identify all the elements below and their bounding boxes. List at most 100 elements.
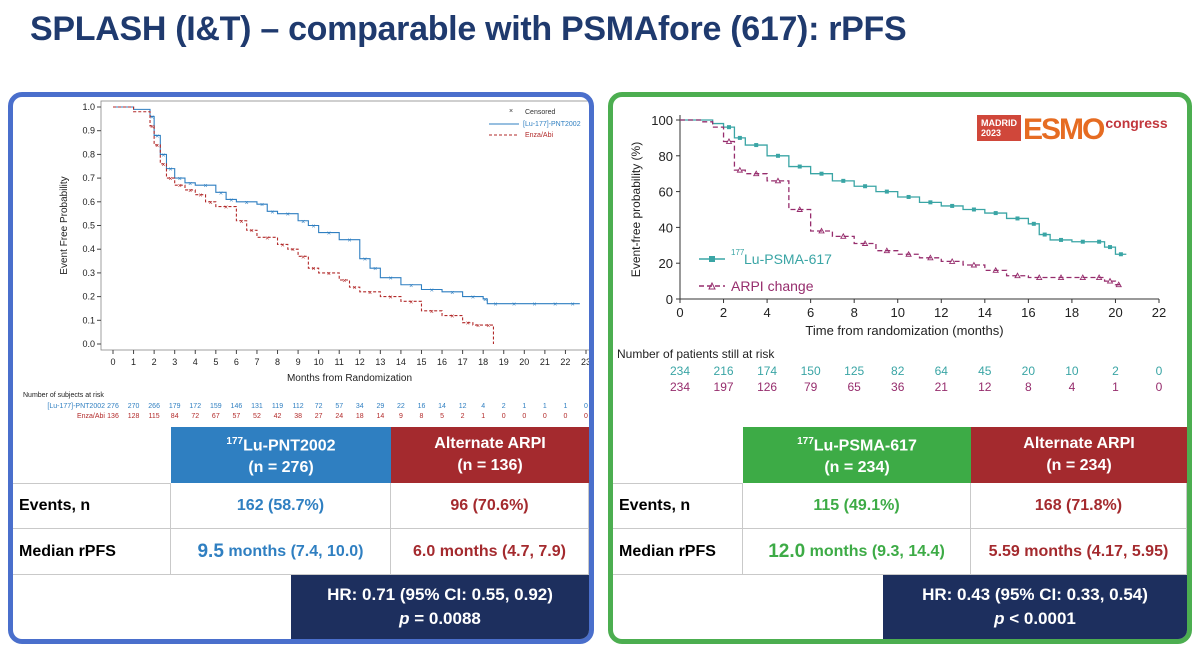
at-risk-value: 197 — [714, 380, 734, 394]
censor-mark — [819, 171, 824, 176]
y-tick-label: 0.1 — [82, 315, 95, 325]
at-risk-value: 0 — [584, 413, 588, 420]
hr-text: HR: 0.43 (95% CI: 0.33, 0.54) — [922, 585, 1148, 604]
censor-mark: × — [571, 302, 575, 309]
p-value: < 0.0001 — [1004, 609, 1076, 628]
censor-mark: × — [178, 176, 182, 183]
x-tick-label: 20 — [1108, 305, 1122, 320]
hr-text: HR: 0.71 (95% CI: 0.55, 0.92) — [327, 585, 553, 604]
censor-mark: × — [188, 188, 192, 195]
censor-mark: × — [486, 323, 490, 330]
at-risk-value: 79 — [804, 380, 818, 394]
x-tick-label: 1 — [131, 357, 136, 367]
p-value: = 0.0088 — [409, 609, 481, 628]
censor-mark: × — [265, 235, 269, 242]
censor-mark — [884, 189, 889, 194]
censor-mark — [1079, 274, 1087, 280]
esmo-word: ESMO — [1023, 113, 1105, 146]
censor-mark — [1042, 232, 1047, 237]
censor-mark — [1108, 245, 1113, 250]
at-risk-value: 10 — [1065, 364, 1079, 378]
censor-mark — [992, 266, 999, 273]
censor-mark: × — [270, 209, 274, 216]
at-risk-value: 57 — [335, 403, 343, 410]
x-tick-label: 10 — [890, 305, 904, 320]
hazard-ratio-box: HR: 0.43 (95% CI: 0.33, 0.54) p < 0.0001 — [883, 575, 1187, 639]
x-tick-label: 6 — [234, 357, 239, 367]
header-lu-psma617: 177Lu-PSMA-617 (n = 234) — [743, 427, 971, 483]
censor-mark: × — [363, 257, 367, 264]
x-tick-label: 5 — [213, 357, 218, 367]
at-risk-value: 72 — [191, 413, 199, 420]
at-risk-value: 9 — [399, 413, 403, 420]
at-risk-value: 112 — [293, 403, 304, 410]
at-risk-value: 0 — [522, 413, 526, 420]
censor-mark — [1080, 239, 1085, 244]
events-lu: 115 (49.1%) — [743, 483, 971, 529]
median-value: 12.0 — [768, 540, 806, 562]
censor-mark: × — [250, 228, 254, 235]
header-sup: 177 — [797, 435, 814, 447]
censor-mark — [725, 138, 733, 144]
at-risk-value: 4 — [481, 403, 485, 410]
censor-mark: × — [169, 167, 173, 174]
x-tick-label: 11 — [335, 357, 344, 367]
at-risk-value: 12 — [978, 380, 992, 394]
y-tick-label: 0.7 — [82, 173, 95, 183]
at-risk-value: 2 — [502, 403, 506, 410]
censor-mark: × — [409, 283, 413, 290]
legend-lu-sup: 177 — [731, 248, 745, 257]
plot-frame — [100, 100, 589, 351]
x-axis-label: Time from randomization (months) — [805, 323, 1003, 338]
legend-lu: Lu-PSMA-617 — [744, 251, 832, 267]
at-risk-title: Number of subjects at risk — [23, 392, 104, 399]
at-risk-value: 45 — [978, 364, 992, 378]
censor-mark: × — [493, 302, 497, 309]
at-risk-value: 72 — [315, 403, 323, 410]
y-tick-label: 0.8 — [82, 149, 95, 159]
censor-mark: × — [224, 205, 228, 212]
censor-mark: × — [533, 302, 537, 309]
censor-mark — [775, 153, 780, 158]
censor-mark: × — [150, 124, 154, 131]
censor-mark — [1095, 274, 1103, 280]
y-tick-label: 100 — [651, 113, 673, 128]
esmo-congress-logo: MADRID 2023 ESMO congress — [977, 115, 1168, 145]
header-n: (n = 136) — [457, 457, 523, 474]
x-tick-label: 4 — [763, 305, 770, 320]
censor-mark: × — [311, 224, 315, 231]
median-arpi: 5.59 months (4.17, 5.95) — [971, 529, 1187, 575]
censor-mark: × — [239, 219, 243, 226]
censor-mark — [1106, 277, 1114, 284]
median-arpi: 6.0 months (4.7, 7.9) — [391, 529, 589, 575]
km-line-arpi-change — [680, 119, 1122, 286]
at-risk-value: 64 — [935, 364, 949, 378]
censor-mark — [818, 227, 825, 234]
censor-mark: × — [476, 323, 480, 330]
at-risk-value: 0 — [584, 403, 588, 410]
censor-mark: × — [450, 314, 454, 321]
median-value: 9.5 — [197, 540, 224, 562]
header-alternate-arpi: Alternate ARPI (n = 234) — [971, 427, 1187, 483]
at-risk-value: 172 — [189, 403, 201, 410]
y-tick-label: 1.0 — [82, 102, 95, 112]
x-tick-label: 15 — [416, 357, 426, 367]
censor-mark: × — [409, 299, 413, 306]
at-risk-value: 1 — [1112, 380, 1119, 394]
at-risk-value: 65 — [848, 380, 862, 394]
x-tick-label: 10 — [314, 357, 324, 367]
at-risk-value: 16 — [418, 403, 426, 410]
censor-mark: × — [483, 297, 487, 304]
at-risk-value: 159 — [210, 403, 222, 410]
at-risk-value: 146 — [231, 403, 243, 410]
x-axis-label: Months from Randomization — [287, 373, 412, 384]
censor-mark: × — [219, 190, 223, 197]
x-tick-label: 14 — [978, 305, 992, 320]
at-risk-value: 0 — [543, 413, 547, 420]
x-tick-label: 3 — [172, 357, 177, 367]
censor-mark — [797, 164, 802, 169]
at-risk-value: 8 — [420, 413, 424, 420]
x-tick-label: 0 — [110, 357, 115, 367]
at-risk-value: 136 — [107, 413, 119, 420]
legend-censored-icon: × — [509, 108, 513, 115]
